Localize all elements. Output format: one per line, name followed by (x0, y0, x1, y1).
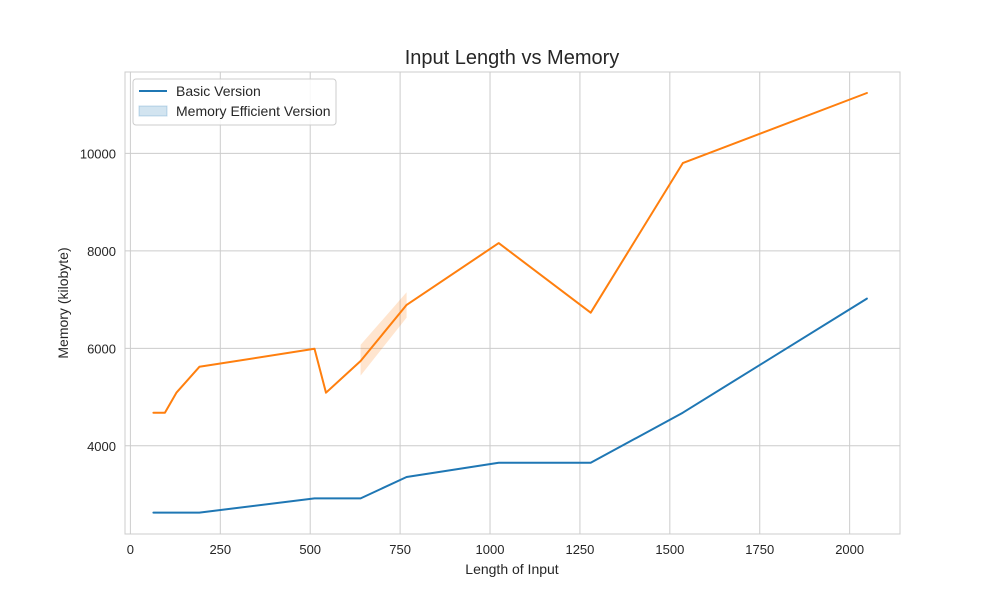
plot-area (125, 72, 900, 534)
chart-title: Input Length vs Memory (405, 47, 620, 69)
x-tick-label: 2000 (835, 542, 864, 557)
y-tick-labels: 4000 6000 8000 10000 (80, 146, 116, 453)
x-tick-label: 750 (389, 542, 411, 557)
series-2-line (152, 92, 868, 414)
series-lines (152, 92, 868, 514)
legend-band-marker (138, 105, 168, 117)
series-1-line (152, 297, 868, 514)
x-tick-label: 1000 (476, 542, 505, 557)
legend: Basic Version Memory Efficient Version (132, 78, 337, 126)
legend-label-memory-efficient: Memory Efficient Version (176, 103, 331, 119)
x-tick-label: 1250 (565, 542, 594, 557)
x-tick-label: 1750 (745, 542, 774, 557)
y-tick-label: 6000 (87, 341, 116, 356)
x-tick-labels: 0 250 500 750 1000 1250 1500 1750 2000 (127, 542, 864, 557)
x-tick-label: 0 (127, 542, 134, 557)
x-tick-label: 1500 (655, 542, 684, 557)
x-tick-label: 500 (299, 542, 321, 557)
x-tick-label: 250 (209, 542, 231, 557)
gridlines (125, 72, 900, 534)
y-axis-label: Memory (kilobyte) (55, 247, 71, 358)
legend-label-basic: Basic Version (176, 83, 261, 99)
x-axis-label: Length of Input (465, 561, 559, 577)
y-tick-label: 10000 (80, 146, 116, 161)
plot-frame (124, 71, 901, 535)
legend-box (132, 78, 337, 126)
y-tick-label: 4000 (87, 439, 116, 454)
y-tick-label: 8000 (87, 244, 116, 259)
